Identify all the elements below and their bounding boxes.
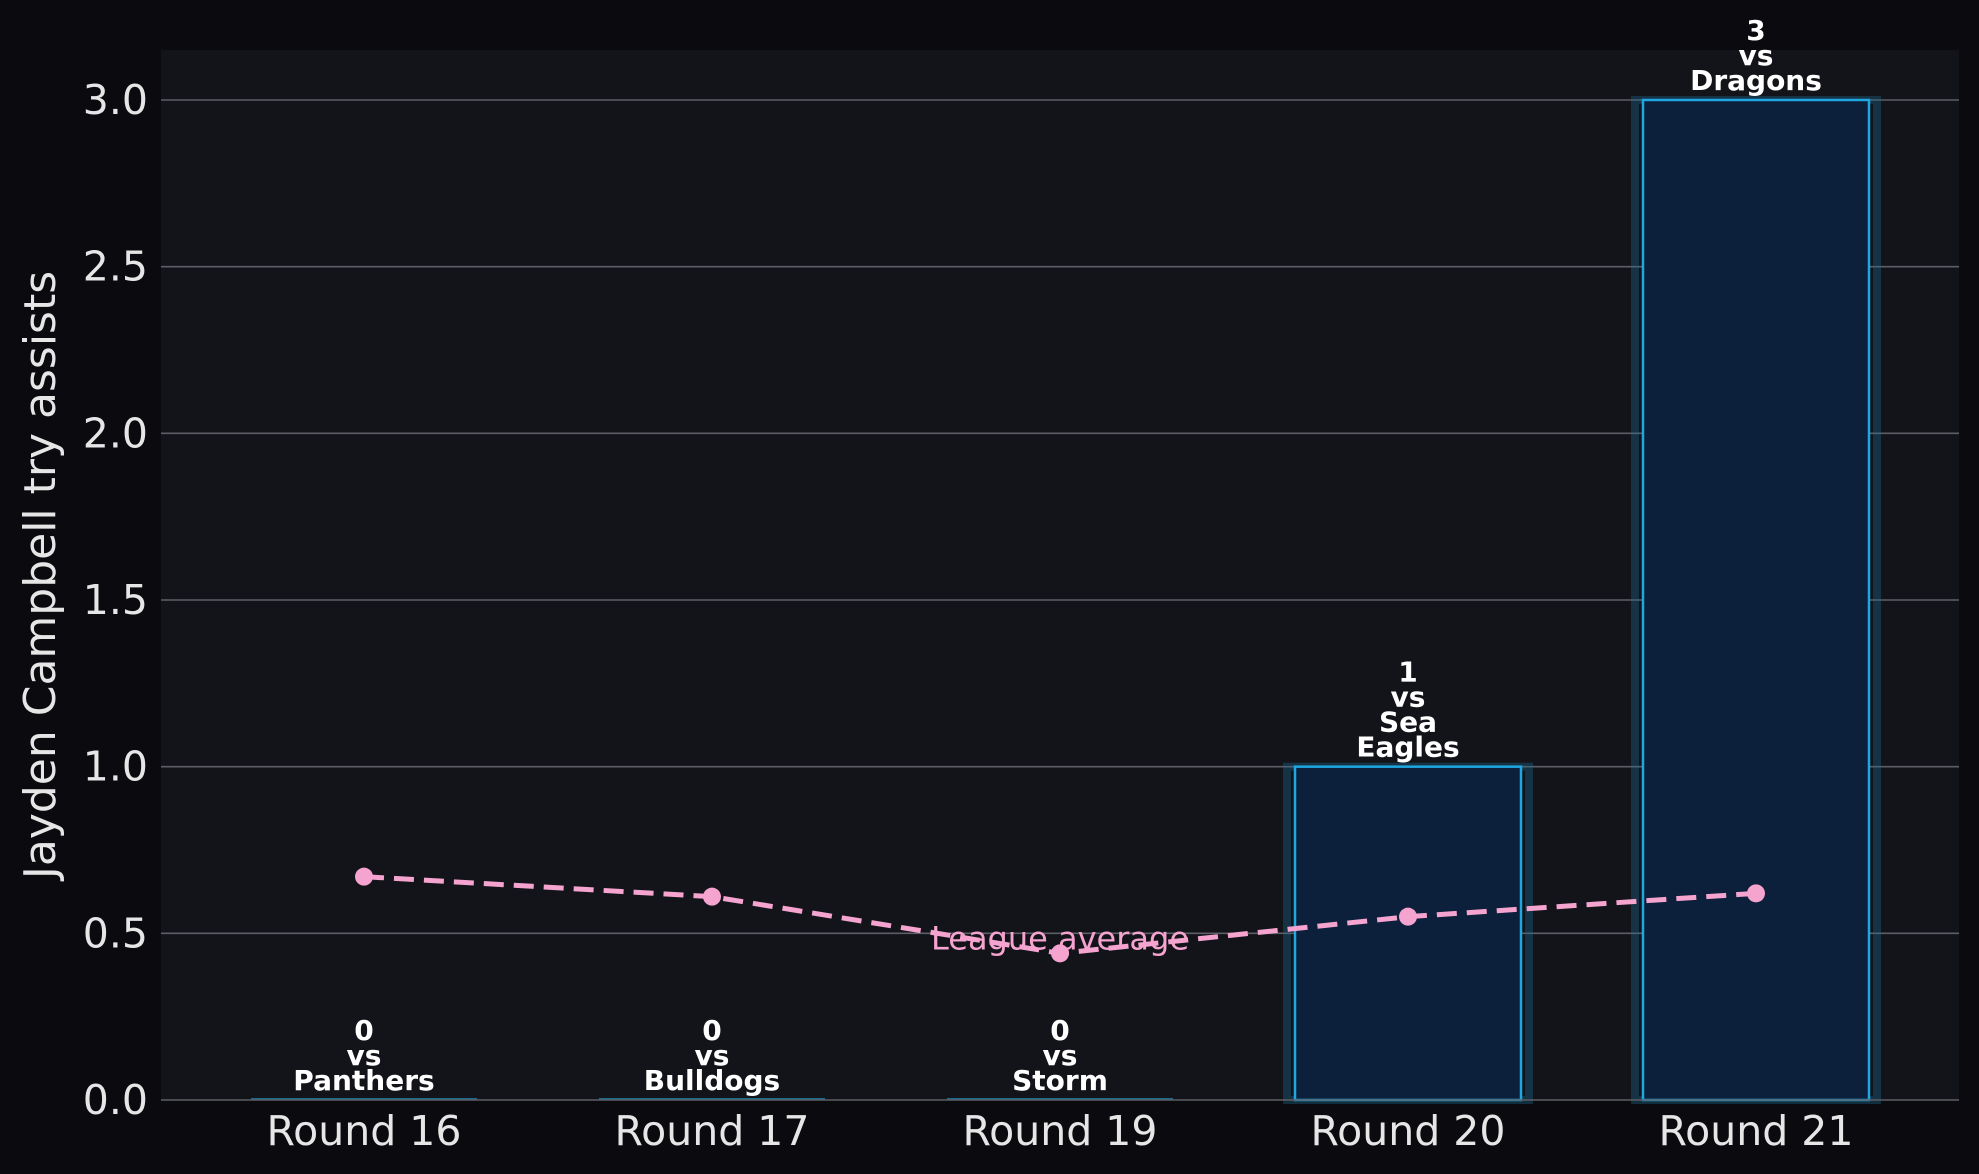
axis-ticks: 0.0 0.5 1.0 1.5 2.0 2.5 3.0 Round 16 Round 17 Rou… — [83, 76, 1854, 1155]
bar-label-line: 1 — [1398, 656, 1417, 689]
y-tick-label: 3.0 — [83, 76, 148, 124]
bar — [1641, 98, 1871, 1102]
bar — [1293, 765, 1523, 1102]
bar-label-line: vs — [695, 1039, 730, 1072]
y-tick-label: 2.0 — [83, 409, 148, 457]
bar-label-line: vs — [1391, 681, 1426, 714]
bar-label-line: Dragons — [1690, 64, 1822, 97]
bar-label-line: 0 — [1050, 1014, 1069, 1047]
bar-label-line: 0 — [702, 1014, 721, 1047]
bar-value-label: 3 vs Dragons — [1690, 14, 1822, 97]
league-average-point — [1051, 944, 1069, 963]
league-average-line: League average — [355, 867, 1765, 963]
x-tick-label: Round 19 — [963, 1107, 1158, 1155]
x-tick-label: Round 16 — [267, 1107, 462, 1155]
league-average-point — [355, 867, 373, 886]
bar-label-line: Bulldogs — [644, 1064, 780, 1097]
y-tick-label: 2.5 — [83, 243, 148, 291]
y-tick-label: 1.0 — [83, 743, 148, 791]
bar-label-line: Storm — [1012, 1064, 1108, 1097]
league-average-label: League average — [931, 919, 1189, 957]
bar-value-label: 0 vs Panthers — [293, 1014, 434, 1097]
x-tick-label: Round 20 — [1311, 1107, 1506, 1155]
bar-label-line: Panthers — [293, 1064, 434, 1097]
bar-value-label: 1 vs Sea Eagles — [1356, 656, 1459, 764]
league-average-point — [1747, 884, 1765, 903]
y-tick-label: 0.5 — [83, 909, 148, 957]
bar-value-label: 0 vs Storm — [1012, 1014, 1108, 1097]
bar-label-line: Eagles — [1356, 731, 1459, 764]
x-tick-label: Round 17 — [615, 1107, 810, 1155]
league-average-point — [1399, 907, 1417, 926]
bar-label-line: 0 — [354, 1014, 373, 1047]
bar-label-line: vs — [347, 1039, 382, 1072]
bar-label-line: vs — [1043, 1039, 1078, 1072]
x-tick-label: Round 21 — [1659, 1107, 1854, 1155]
y-tick-label: 0.0 — [83, 1076, 148, 1124]
bars — [251, 96, 1881, 1105]
bar-label-line: vs — [1739, 39, 1774, 72]
y-axis-title: Jayden Campbell try assists — [15, 271, 66, 882]
y-tick-label: 1.5 — [83, 576, 148, 624]
bar-label-line: Sea — [1379, 706, 1437, 739]
bar-value-label: 0 vs Bulldogs — [644, 1014, 780, 1097]
league-average-point — [703, 887, 721, 906]
bar-label-line: 3 — [1746, 14, 1765, 47]
